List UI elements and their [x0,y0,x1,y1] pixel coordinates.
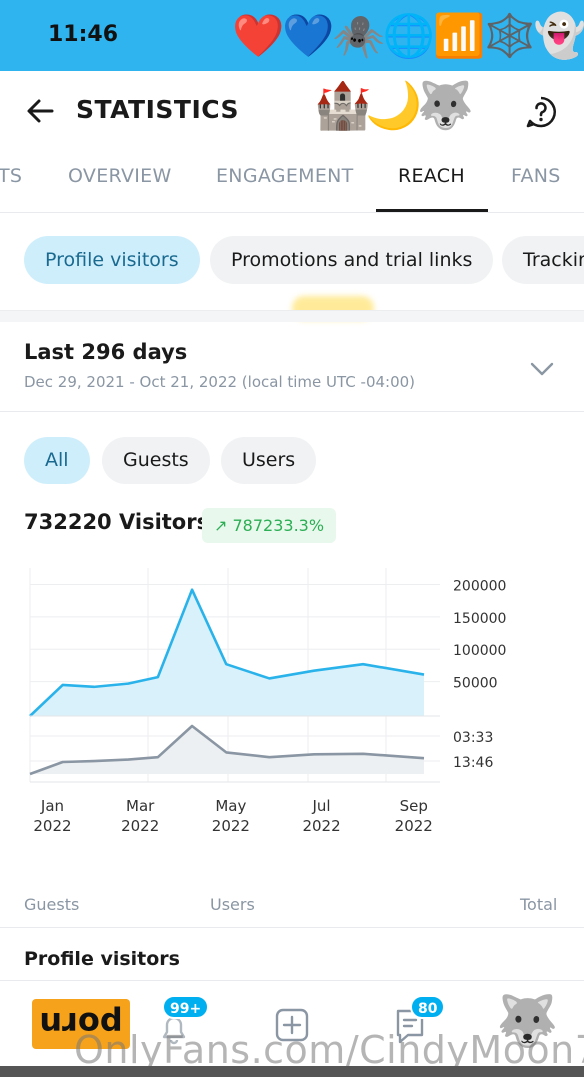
title-emojis: 🏰🌙🐺 [314,78,474,132]
status-emojis: ❤️💙🕷️🌐📶🕸️👻 [232,11,584,60]
range-dates: Dec 29, 2021 - Oct 21, 2022 (local time … [24,373,416,391]
section-title: Profile visitors [24,948,180,970]
xtick-month-2: May [215,797,246,815]
active-tab-indicator [376,209,488,212]
tab-bar: TS OVERVIEW ENGAGEMENT REACH FANS [0,151,584,213]
segment-all[interactable]: All [24,437,90,484]
xtick-year-3: 2022 [302,817,340,835]
add-post-icon[interactable] [274,1007,310,1043]
system-nav-strip [0,1066,584,1077]
chip-profile-visitors[interactable]: Profile visitors [24,236,200,284]
visitors-chart: 200000 150000 100000 50000 03:33 13:46 Jan 2022… [29,568,506,835]
messages-count: 80 [410,995,446,1019]
xtick-year-0: 2022 [33,817,71,835]
trend-up-icon: ↗ [214,516,233,535]
legend-users: Users [210,895,255,914]
segment-users[interactable]: Users [221,437,317,484]
back-arrow-icon[interactable] [22,93,58,129]
chevron-down-icon[interactable] [528,354,556,382]
profile-avatar[interactable]: 🐺 [496,992,559,1050]
header: STATISTICS 🏰🌙🐺 [0,71,584,151]
help-icon[interactable] [524,95,558,129]
filter-chips: Profile visitors Promotions and trial li… [0,214,584,310]
duration-area-fill [30,726,424,774]
tab-overview[interactable]: OVERVIEW [68,165,172,187]
legend-row: Guests Users Total [0,892,584,928]
segment-guests[interactable]: Guests [102,437,210,484]
chip-tracking-links[interactable]: Trackin [502,236,584,284]
visitors-ytick-2: 100000 [453,643,506,659]
status-time: 11:46 [48,22,119,47]
xtick-year-4: 2022 [395,817,433,835]
watermark: OnlyFans.com/CindyMoon7 [74,1028,584,1072]
xtick-month-0: Jan [40,797,64,815]
notifications-count: 99+ [162,995,210,1019]
legend-total: Total [520,895,558,914]
xtick-year-1: 2022 [121,817,159,835]
legend-guests: Guests [24,895,80,914]
bottom-nav: porn 99+ 80 🐺 [0,980,584,1077]
xtick-month-1: Mar [126,797,155,815]
duration-ytick-1: 13:46 [453,755,493,771]
tab-engagement[interactable]: ENGAGEMENT [216,165,354,187]
section-divider [0,310,584,322]
visitors-total: 732220 Visitors [24,510,210,534]
xtick-month-3: Jul [312,797,331,815]
xtick-year-2: 2022 [212,817,250,835]
tab-posts[interactable]: TS [0,165,23,187]
tab-fans[interactable]: FANS [511,165,561,187]
xtick-month-4: Sep [400,797,428,815]
range-title: Last 296 days [24,340,188,364]
visitors-ytick-0: 200000 [453,578,506,594]
tab-reach[interactable]: REACH [398,165,465,187]
chip-promotions-trial-links[interactable]: Promotions and trial links [210,236,494,284]
date-range-selector[interactable]: Last 296 days Dec 29, 2021 - Oct 21, 202… [0,322,584,412]
status-bar: 11:46 ❤️💙🕷️🌐📶🕸️👻 [0,0,584,71]
page-title: STATISTICS [76,95,240,124]
growth-badge: ↗ 787233.3% [202,508,337,543]
visitors-ytick-1: 150000 [453,611,506,627]
duration-ytick-0: 03:33 [453,730,493,746]
visitors-ytick-3: 50000 [453,676,498,692]
visitors-area-fill [30,589,424,716]
growth-value: 787233.3% [232,516,325,535]
